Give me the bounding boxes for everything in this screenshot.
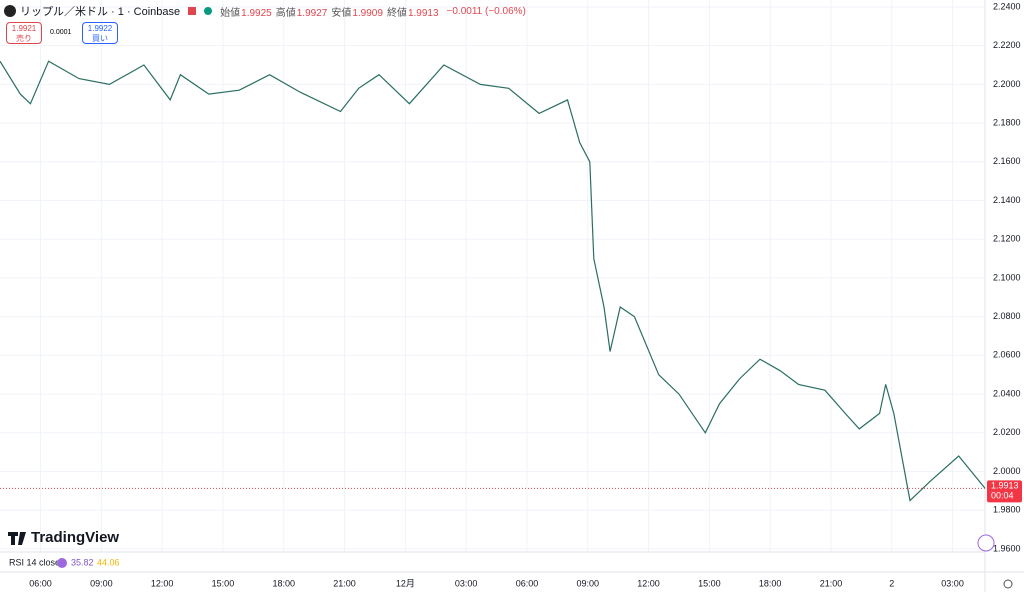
x-tick-label: 03:00 <box>455 578 478 588</box>
x-tick-label: 12:00 <box>637 578 660 588</box>
logo <box>8 532 26 545</box>
ohlc-label: 安値 <box>331 7 352 19</box>
ohlc-label: 高値 <box>275 7 296 19</box>
ohlc-value: 1.9909 <box>352 7 383 19</box>
header: リップル／米ドル · 1 · Coinbase 始値1.9925 高値1.9927… <box>4 3 526 19</box>
buy-price: 1.9922 <box>87 24 113 33</box>
y-tick-label: 2.2200 <box>993 40 1021 50</box>
last-price-box <box>987 480 1022 503</box>
exchange-icon <box>188 7 197 15</box>
x-tick-label: 09:00 <box>90 578 113 588</box>
y-tick-label: 2.0000 <box>993 466 1021 476</box>
ohlc-value: 1.9913 <box>407 7 439 19</box>
x-tick-label: 18:00 <box>759 578 782 588</box>
status-dot <box>204 7 213 15</box>
change: −0.0011 (−0.06%) <box>446 5 526 17</box>
x-tick-label: 09:00 <box>576 578 599 588</box>
ohlc-value: 1.9925 <box>241 7 272 19</box>
countdown: 00:04 <box>991 491 1014 501</box>
buy-label: 買い <box>92 34 108 43</box>
lightning-button[interactable] <box>977 534 995 552</box>
x-tick-label: 15:00 <box>212 578 235 588</box>
ohlc: 始値1.9925 高値1.9927 安値1.9909 終値1.9913 <box>220 4 442 19</box>
y-tick-label: 2.1600 <box>993 156 1021 166</box>
y-tick-label: 1.9600 <box>993 543 1021 553</box>
y-tick-label: 2.1000 <box>993 272 1021 282</box>
settings-button[interactable] <box>1003 579 1013 589</box>
sell-label: 売り <box>16 34 32 43</box>
sell-button[interactable]: 1.9921 売り <box>6 22 42 44</box>
coin-icon <box>4 5 16 17</box>
spread: 0.0001 <box>50 29 72 36</box>
x-tick-label: 2 <box>889 578 894 588</box>
y-tick-label: 2.2400 <box>993 1 1021 11</box>
y-tick-label: 2.0400 <box>993 388 1021 398</box>
x-tick-label: 03:00 <box>941 578 964 588</box>
y-tick-label: 1.9800 <box>993 505 1021 515</box>
y-tick-label: 2.0800 <box>993 311 1021 321</box>
x-tick-label: 06:00 <box>29 578 52 588</box>
price-line <box>0 60 986 502</box>
rsi-icon <box>57 558 67 568</box>
y-tick-label: 2.0200 <box>993 427 1021 437</box>
rsi-label: RSI 14 close <box>9 557 60 567</box>
ohlc-value: 1.9927 <box>296 7 328 19</box>
sell-price: 1.9921 <box>11 24 37 33</box>
y-tick-label: 2.2000 <box>993 79 1021 89</box>
y-tick-label: 2.0600 <box>993 350 1021 360</box>
y-tick-label: 2.1800 <box>993 117 1021 127</box>
x-tick-label: 06:00 <box>516 578 539 588</box>
ohlc-label: 始値 <box>220 7 241 19</box>
symbol: リップル／米ドル · 1 · Coinbase <box>20 6 181 18</box>
x-tick-label: 18:00 <box>272 578 295 588</box>
x-tick-label: 21:00 <box>333 578 356 588</box>
x-tick-label: 12:00 <box>151 578 174 588</box>
x-tick-label: 15:00 <box>698 578 721 588</box>
x-tick-label: 12月 <box>396 578 415 588</box>
brand: TradingView <box>31 529 119 546</box>
y-tick-label: 2.1200 <box>993 234 1021 244</box>
rsi-ma: 44.06 <box>97 557 120 567</box>
last-price-label: 1.9913 <box>991 481 1019 491</box>
rsi-value: 35.82 <box>71 557 94 567</box>
buy-button[interactable]: 1.9922 買い <box>82 22 118 44</box>
y-tick-label: 2.1400 <box>993 195 1021 205</box>
x-tick-label: 21:00 <box>820 578 843 588</box>
ohlc-label: 終値 <box>386 7 407 19</box>
